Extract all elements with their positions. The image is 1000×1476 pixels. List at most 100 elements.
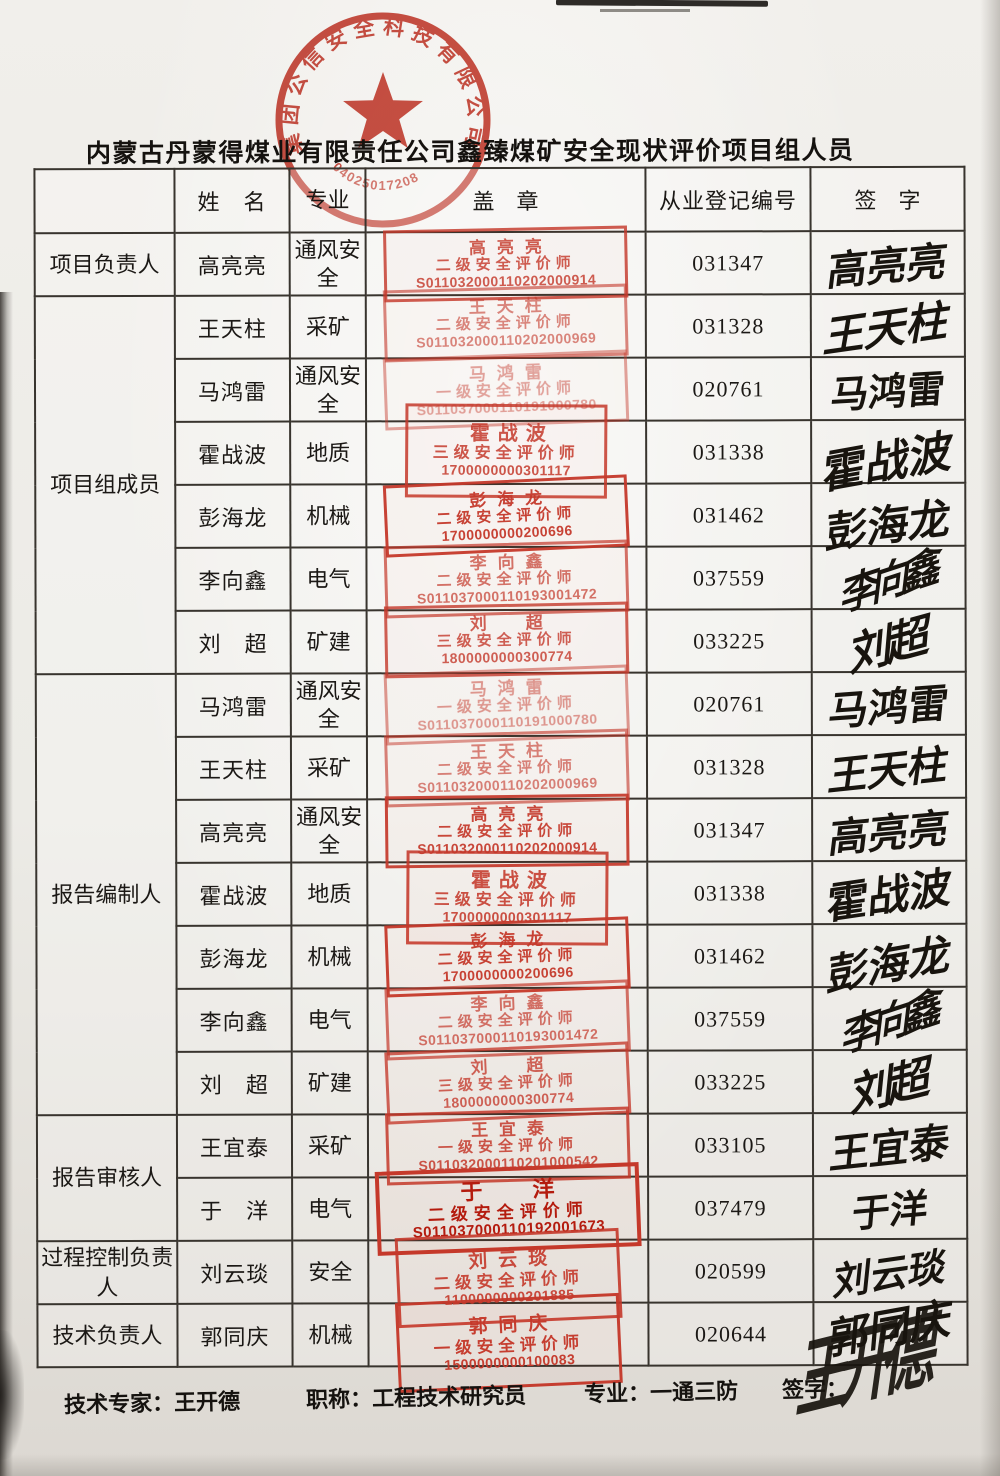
stamp-number: 1700000000200696 — [441, 521, 573, 544]
signature-scrawl: 高亮亮 — [826, 804, 952, 862]
stamp-number: S011032000110201000542 — [418, 1151, 599, 1174]
signature-cell: 彭海龙 — [811, 482, 966, 558]
stamp-wrapper: 刘 超三级安全评价师 1800000000300774 — [368, 601, 646, 678]
specialty-cell: 采矿 — [291, 1114, 369, 1178]
signature-wrapper: 李向鑫 — [814, 982, 966, 1062]
table-row: 彭海龙 机械 彭海龙 二级安全评价师 1700000000200696 031462 彭海龙 — [36, 915, 967, 1001]
stamp-holder-name: 彭海龙 — [468, 487, 554, 511]
specialty-cell: 电气 — [291, 988, 368, 1052]
signature-scrawl: 霍战波 — [825, 864, 953, 930]
role-cell: 项目负责人 — [34, 232, 175, 297]
reg-no-cell: 031338 — [647, 861, 813, 925]
name-cell: 于 洋 — [177, 1177, 293, 1241]
table-row: 霍战波 地质 霍战波 三级安全评价师 1700000000301117 031338 霍战波 — [36, 849, 967, 946]
reg-no-cell: 031462 — [646, 483, 812, 547]
table-row: 报告编制人 马鸿雷 通风安全 马鸿雷 一级安全评价师 S01103700011019100… — [35, 663, 966, 1116]
reg-no-cell: 033225 — [647, 1050, 813, 1114]
stamp-wrapper: 高亮亮 二级安全评价师 S011032000110202000914 — [367, 225, 645, 302]
stamp-holder-name: 彭海龙 — [470, 928, 555, 952]
red-evaluator-stamp: 李向鑫 二级安全评价师 S011037000110193001472 — [384, 978, 631, 1061]
stamp-holder-name: 于 洋 — [459, 1174, 577, 1205]
stamp-number: 1700000000301117 — [441, 461, 571, 479]
specialty-cell: 矿建 — [291, 1051, 368, 1115]
stamp-wrapper: 霍战波 三级安全评价师 1700000000301117 — [367, 402, 645, 499]
reg-no-cell: 020761 — [646, 672, 812, 736]
stamp-grade: 三级安全评价师 — [437, 1071, 579, 1095]
stamp-grade: 二级安全评价师 — [436, 568, 577, 590]
stamp-number: S011037000110193001472 — [416, 584, 598, 607]
specialty-cell: 地质 — [290, 421, 367, 485]
specialty-cell: 通风安全 — [290, 673, 367, 737]
signature-scrawl: 刘超 — [848, 1050, 930, 1122]
stamp-number: S011032000110202000914 — [415, 270, 597, 291]
stamp-wrapper: 彭海龙 二级安全评价师 1700000000200696 — [367, 473, 645, 558]
specialty-cell: 地质 — [291, 862, 368, 926]
signature-scrawl: 马鸿雷 — [826, 679, 951, 735]
signature-scrawl: 王宜泰 — [827, 1118, 952, 1178]
stamp-cell: 霍战波 三级安全评价师 1700000000301117 — [367, 849, 648, 946]
stamp-cell: 马鸿雷 一级安全评价师 S011037000110191000780 — [366, 663, 647, 746]
stamp-wrapper: 于 洋二级安全评价师 S011037000110192001673 — [369, 1161, 647, 1256]
role-cell: 报告审核人 — [36, 1114, 178, 1242]
reg-no-cell: 037559 — [647, 987, 813, 1051]
stamp-grade: 二级安全评价师 — [436, 757, 578, 779]
stamp-grade: 二级安全评价师 — [435, 312, 576, 334]
stamp-grade: 二级安全评价师 — [433, 1267, 585, 1293]
stamp-wrapper: 马鸿雷 一级安全评价师 S011037000110191000780 — [368, 663, 646, 746]
stamp-holder-name: 郭同庆 — [468, 1312, 559, 1338]
red-evaluator-stamp: 王天柱 二级安全评价师 S011032000110202000969 — [384, 727, 630, 807]
reg-no-cell: 031462 — [647, 924, 813, 988]
signature-cell: 霍战波 — [811, 419, 966, 499]
stamp-grade: 一级安全评价师 — [433, 1332, 585, 1358]
signature-cell: 高亮亮 — [810, 230, 965, 294]
job-title-label: 职称： — [305, 1385, 373, 1413]
stamp-grade: 三级安全评价师 — [432, 444, 580, 463]
stamp-holder-name: 王天柱 — [469, 740, 555, 762]
name-cell: 李向鑫 — [176, 988, 292, 1052]
reg-no-cell: 031328 — [646, 735, 813, 799]
reg-no-cell: 037479 — [648, 1176, 814, 1240]
footer-specialty-value: 一通三防 — [649, 1378, 739, 1406]
stamp-number: S011032000110202000969 — [415, 328, 597, 351]
red-evaluator-stamp: 马鸿雷 一级安全评价师 S011037000110191000780 — [383, 663, 631, 746]
specialty-cell: 矿建 — [290, 610, 367, 674]
table-row: 于 洋电气于 洋二级安全评价师 S011037000110192001673 037… — [37, 1161, 968, 1256]
stamp-grade: 三级安全评价师 — [436, 630, 577, 651]
red-evaluator-stamp: 高亮亮 二级安全评价师 S011032000110202000914 — [382, 225, 629, 302]
stamp-grade: 二级安全评价师 — [437, 1009, 578, 1032]
stamp-cell: 王天柱 二级安全评价师 S011032000110202000969 — [365, 282, 646, 362]
name-cell: 刘云琰 — [177, 1240, 293, 1304]
stamp-cell: 高亮亮 二级安全评价师 S011032000110202000914 — [365, 225, 646, 302]
header-specialty: 专业 — [289, 168, 366, 233]
stamp-holder-name: 刘 超 — [469, 612, 554, 634]
scan-edge-shadow-right — [980, 0, 1000, 1476]
stamp-cell: 刘 超三级安全评价师 1800000000300774 — [366, 601, 647, 678]
stamp-cell: 彭海龙 二级安全评价师 1700000000200696 — [367, 915, 648, 998]
reg-no-cell: 031338 — [646, 420, 812, 484]
stamp-wrapper: 李向鑫 二级安全评价师 S011037000110193001472 — [369, 978, 647, 1061]
stamp-grade: 二级安全评价师 — [435, 254, 576, 275]
reg-no-cell: 033225 — [646, 609, 812, 673]
table-row: 过程控制负责人 刘云琰 安全 刘云琰 二级安全评价师 1100000000201885 02… — [37, 1227, 968, 1328]
name-cell: 王宜泰 — [176, 1114, 293, 1178]
stamp-grade: 一级安全评价师 — [435, 379, 577, 402]
stamp-number: S011032000110202000914 — [417, 838, 598, 857]
signature-cell: 马鸿雷 — [811, 671, 966, 736]
header-name: 姓 名 — [174, 168, 290, 233]
stamp-number: 1500000000100083 — [443, 1350, 576, 1373]
specialty-cell: 通风安全 — [289, 232, 366, 296]
role-cell: 过程控制负责人 — [37, 1240, 178, 1305]
red-evaluator-stamp: 刘 超三级安全评价师 1800000000300774 — [383, 601, 630, 678]
stamp-holder-name: 王天柱 — [468, 295, 554, 317]
name-cell: 李向鑫 — [175, 547, 291, 611]
stamp-number: 1700000000301117 — [442, 908, 572, 926]
signature-wrapper: 于洋 — [814, 1177, 966, 1238]
specialty-cell: 通风安全 — [289, 358, 367, 422]
table-row: 李向鑫 电气 李向鑫 二级安全评价师 S011037000110193001472 037… — [37, 978, 967, 1062]
name-cell: 王天柱 — [174, 295, 290, 359]
header-reg-no: 从业登记编号 — [645, 167, 811, 232]
header-signature: 签 字 — [810, 166, 965, 232]
stamp-cell: 李向鑫 二级安全评价师 S011037000110193001472 — [367, 978, 648, 1061]
red-evaluator-stamp: 马鸿雷 一级安全评价师 S011037000110191000780 — [382, 348, 630, 431]
